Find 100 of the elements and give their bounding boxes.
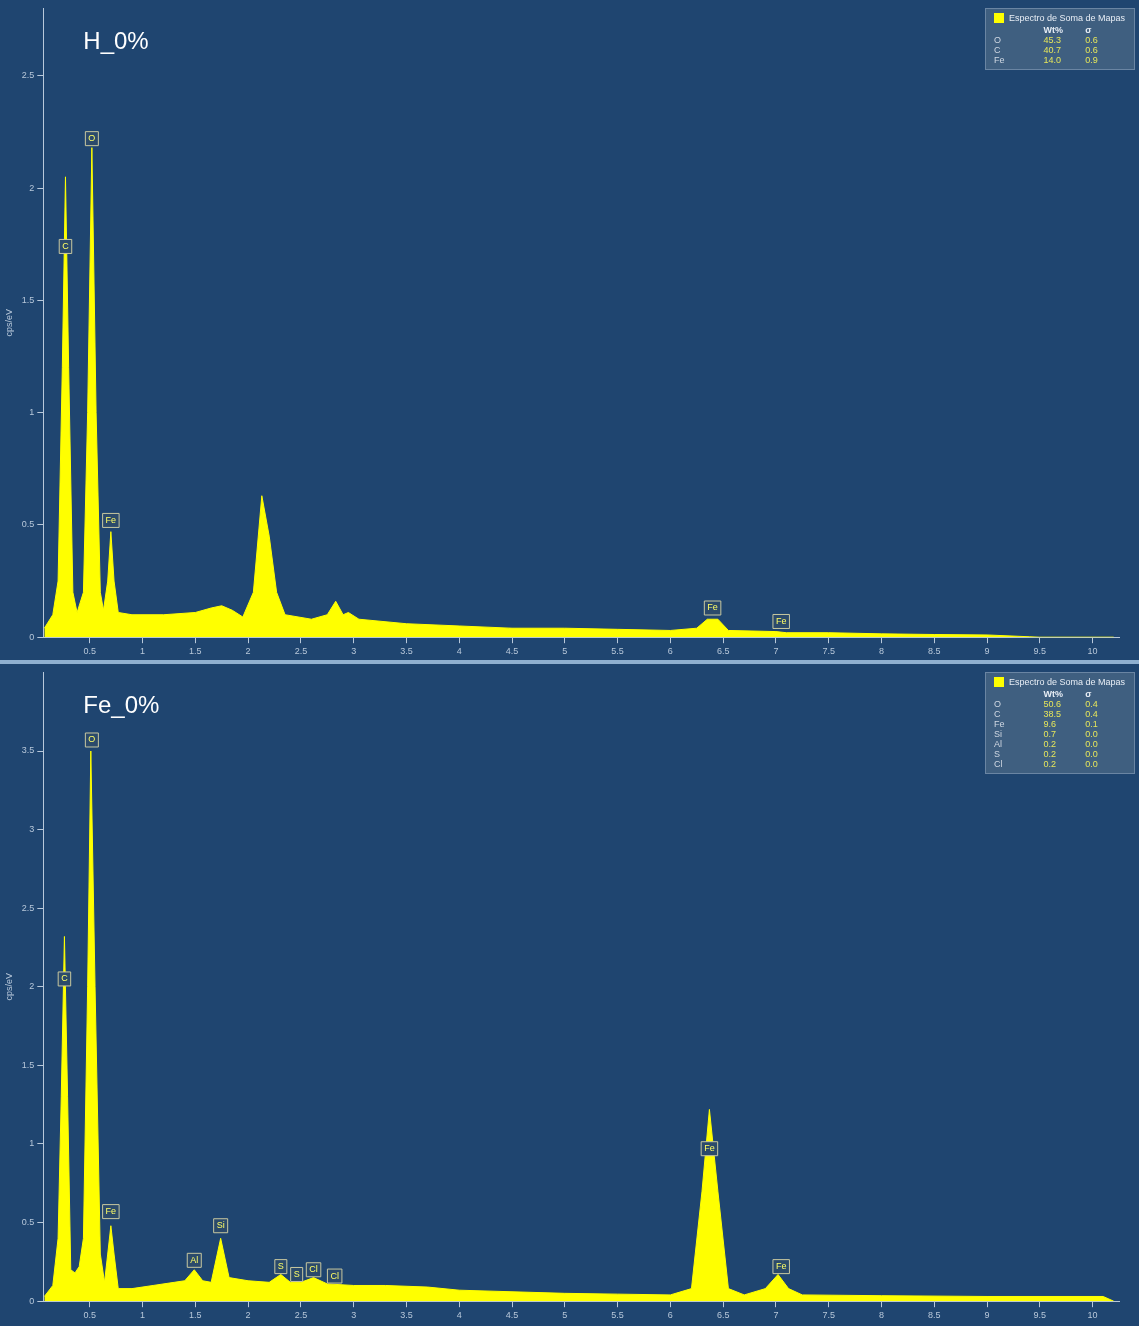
annotation: Cl — [309, 1264, 318, 1275]
annotation: C — [994, 709, 1002, 719]
y-tick-label: 2 — [29, 981, 35, 992]
y-tick-label: 1 — [29, 407, 35, 418]
annotation: S — [277, 1261, 284, 1272]
annotation: 0.6 — [1085, 45, 1099, 55]
x-tick-label: 6 — [667, 1310, 673, 1321]
x-tick-label: 5 — [562, 1310, 568, 1321]
annotation: Fe — [994, 719, 1006, 729]
x-tick-label: 3.5 — [400, 1310, 413, 1321]
x-tick-label: 10 — [1087, 1310, 1098, 1321]
annotation: 45.3 — [1043, 35, 1062, 45]
annotation: Fe — [105, 1206, 117, 1217]
annotation: 0.4 — [1085, 709, 1099, 719]
text: H_0% — [83, 27, 149, 55]
x-tick-label: 7.5 — [822, 646, 835, 657]
x-tick-label: 6 — [667, 646, 673, 657]
x-tick-label: 7.5 — [822, 1310, 835, 1321]
annotation: 0.4 — [1085, 699, 1099, 709]
y-axis-title: cps/eV — [3, 973, 14, 1001]
x-tick-label: 0.5 — [83, 646, 97, 657]
x-tick-label: 3 — [351, 646, 357, 657]
annotation: 0.6 — [1085, 35, 1099, 45]
x-tick-label: 1 — [140, 646, 146, 657]
y-tick-label: 2.5 — [21, 902, 35, 913]
x-tick-label: 7 — [773, 646, 779, 657]
y-axis-title: cps/eV — [3, 309, 14, 337]
annotation: Si — [994, 729, 1003, 739]
x-tick-label: 2 — [245, 1310, 251, 1321]
annotation: Fe — [775, 615, 787, 626]
y-tick-label: 1.5 — [21, 1059, 35, 1070]
y-tick-label: 3.5 — [21, 745, 35, 756]
annotation: Al — [190, 1254, 199, 1265]
annotation: C — [62, 240, 70, 251]
x-tick-label: 5 — [562, 646, 568, 657]
annotation: σ — [1085, 25, 1093, 35]
x-tick-label: 2.5 — [294, 646, 308, 657]
x-tick-label: 2.5 — [294, 1310, 308, 1321]
x-tick-label: 8 — [878, 646, 884, 657]
x-tick-label: 3 — [351, 1310, 357, 1321]
annotation: O — [994, 35, 1002, 45]
x-tick-label: 8.5 — [928, 646, 941, 657]
annotation: 0.0 — [1085, 749, 1099, 759]
annotation: Al — [994, 739, 1003, 749]
annotation: S — [293, 1268, 300, 1279]
y-tick-label: 1.5 — [21, 294, 35, 305]
annotation: 0.9 — [1085, 55, 1099, 65]
annotation: 0.2 — [1043, 739, 1057, 749]
annotation: 14.0 — [1043, 55, 1062, 65]
annotation: Fe — [775, 1261, 787, 1272]
annotation: 38.5 — [1043, 709, 1062, 719]
annotation: 9.6 — [1043, 719, 1057, 729]
annotation: O — [88, 734, 96, 745]
x-tick-label: 10 — [1087, 646, 1098, 657]
text: Fe_0% — [83, 691, 160, 719]
y-tick-label: 3 — [29, 824, 35, 835]
x-tick-label: 9 — [984, 1310, 990, 1321]
annotation: σ — [1085, 689, 1093, 699]
y-tick-label: 0 — [29, 631, 35, 642]
annotation: Wt% — [1043, 25, 1064, 35]
annotation: 0.0 — [1085, 729, 1099, 739]
x-tick-label: 9 — [984, 646, 990, 657]
annotation: Si — [216, 1220, 225, 1231]
annotation: 40.7 — [1043, 45, 1062, 55]
annotation: Cl — [994, 759, 1004, 769]
y-tick-label: 0.5 — [21, 519, 35, 530]
annotation: O — [994, 699, 1002, 709]
x-tick-label: 7 — [773, 1310, 779, 1321]
x-tick-label: 6.5 — [716, 1310, 730, 1321]
annotation: Cl — [330, 1270, 339, 1281]
x-tick-label: 9.5 — [1033, 1310, 1047, 1321]
y-tick-label: 2.5 — [21, 70, 35, 81]
y-tick-label: 1 — [29, 1138, 35, 1149]
annotation: Wt% — [1043, 689, 1064, 699]
annotation: O — [88, 133, 96, 144]
x-tick-label: 2 — [245, 646, 251, 657]
x-tick-label: 1.5 — [189, 1310, 202, 1321]
x-tick-label: 8 — [878, 1310, 884, 1321]
annotation: 0.2 — [1043, 759, 1057, 769]
x-tick-label: 0.5 — [83, 1310, 97, 1321]
annotation: 0.0 — [1085, 739, 1099, 749]
y-tick-label: 0 — [29, 1295, 35, 1306]
x-tick-label: 4 — [456, 1310, 462, 1321]
x-tick-label: 5.5 — [611, 646, 624, 657]
legend-label: Espectro de Soma de Mapas — [1009, 13, 1126, 23]
x-tick-label: 1 — [140, 1310, 146, 1321]
x-tick-label: 6.5 — [716, 646, 730, 657]
x-tick-label: 5.5 — [611, 1310, 624, 1321]
annotation: Fe — [105, 514, 117, 525]
x-tick-label: 4.5 — [505, 646, 519, 657]
annotation: Fe — [707, 602, 718, 613]
y-tick-label: 2 — [29, 182, 35, 193]
x-tick-label: 4 — [456, 646, 462, 657]
annotation: 0.0 — [1085, 759, 1099, 769]
annotation: 0.2 — [1043, 749, 1057, 759]
annotation: C — [61, 973, 69, 984]
annotation: Fe — [704, 1143, 715, 1154]
x-tick-label: 9.5 — [1033, 646, 1047, 657]
y-tick-label: 0.5 — [21, 1217, 35, 1228]
annotation: 50.6 — [1043, 699, 1062, 709]
